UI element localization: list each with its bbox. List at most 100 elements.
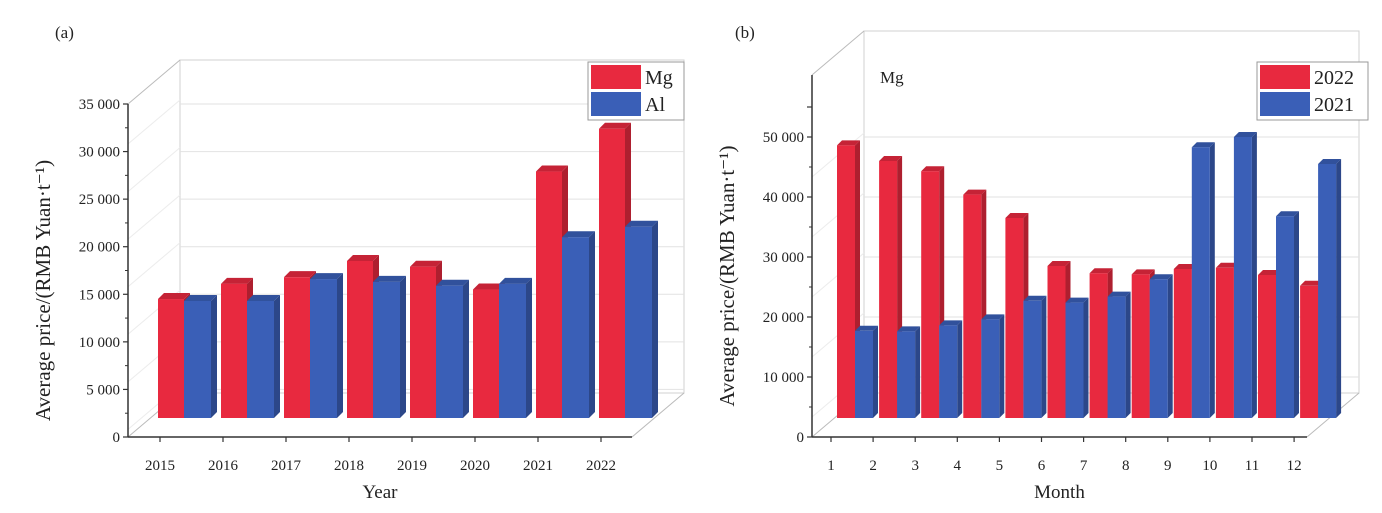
bar-front — [1005, 218, 1024, 418]
bar-2021-3 — [939, 320, 963, 418]
bar-front — [1107, 296, 1126, 418]
x-tick-label: 12 — [1287, 458, 1302, 474]
legend-swatch-2022 — [1260, 65, 1310, 89]
bar-al-2015 — [184, 294, 217, 418]
bar-al-2021 — [562, 231, 595, 418]
x-tick-label: 9 — [1164, 458, 1172, 474]
x-tick-label: 1 — [827, 458, 835, 474]
x-axis-title: Month — [1034, 482, 1085, 503]
x-tick-label: 2022 — [586, 458, 616, 474]
x-tick-label: 2021 — [523, 458, 553, 474]
bar-front — [1065, 302, 1084, 418]
bar-front — [158, 299, 184, 418]
bar-top — [1215, 262, 1239, 268]
bar-side — [999, 314, 1005, 418]
bar-front — [1173, 269, 1192, 418]
bar-al-2020 — [499, 277, 532, 418]
bar-top — [536, 165, 568, 172]
x-tick-label: 2020 — [460, 458, 490, 474]
y-tick-label: 25 000 — [79, 192, 120, 208]
x-tick-label: 2019 — [397, 458, 427, 474]
x-tick-label: 5 — [996, 458, 1004, 474]
bar-2021-1 — [855, 325, 878, 418]
y-axis-title: Average price/(RMB Yuan·t⁻¹) — [31, 160, 55, 421]
bar-front — [373, 281, 400, 418]
bar-front — [247, 300, 274, 418]
bar-front — [1276, 216, 1294, 418]
bar-side — [337, 273, 343, 418]
bar-top — [436, 279, 469, 286]
bar-side — [1041, 295, 1047, 418]
chart-panel-a: (a) 0 5 000 10 000 15 000 20 000 25 000 30 000 3… — [31, 23, 685, 503]
bar-front — [473, 289, 499, 418]
bar-side — [1251, 132, 1257, 418]
bar-side — [1083, 297, 1089, 418]
bar-side — [1294, 211, 1299, 418]
x-tick-label: 10 — [1202, 458, 1217, 474]
y-tick-label: 10 000 — [79, 335, 120, 351]
bar-front — [1047, 266, 1066, 418]
legend-label: Mg — [645, 67, 673, 89]
x-tick-label: 7 — [1080, 458, 1088, 474]
bar-front — [1023, 300, 1042, 418]
bar-front — [410, 266, 436, 418]
bar-front — [1191, 147, 1210, 418]
bar-al-2019 — [436, 279, 469, 418]
bar-top — [1065, 297, 1089, 303]
legend: 2022 2021 — [1256, 61, 1369, 121]
bar-top — [1047, 261, 1071, 266]
bar-top — [1318, 159, 1342, 164]
side-gridline — [127, 194, 181, 240]
bar-mg-2021 — [536, 165, 568, 418]
y-tick-label: 0 — [113, 430, 121, 446]
bar-front — [921, 171, 940, 418]
legend-label: 2022 — [1314, 67, 1354, 89]
bar-side — [1336, 159, 1342, 418]
x-tick-label: 2018 — [334, 458, 364, 474]
bar-top — [1023, 295, 1047, 301]
x-tick-label: 6 — [1038, 458, 1046, 474]
bar-2021-12 — [1318, 159, 1342, 418]
bar-side — [400, 275, 406, 418]
bar-top — [1191, 142, 1215, 148]
bar-front — [599, 128, 625, 419]
bar-front — [625, 226, 652, 418]
annotation-label: Mg — [880, 68, 904, 87]
bar-front — [1131, 274, 1150, 418]
bar-al-2016 — [247, 294, 280, 418]
panel-label: (b) — [735, 23, 755, 42]
x-tick-label: 2016 — [208, 458, 239, 474]
bar-front — [536, 171, 562, 418]
bar-top — [1173, 264, 1197, 269]
bar-front — [981, 319, 1000, 418]
bar-front — [184, 300, 211, 418]
y-tick-label: 40 000 — [763, 190, 804, 206]
bar-front — [963, 194, 982, 418]
bar-top — [499, 277, 532, 284]
y-tick-label: 35 000 — [79, 97, 120, 113]
bar-2021-7 — [1107, 291, 1131, 418]
bar-top — [562, 231, 595, 238]
bar-top — [247, 294, 280, 301]
bar-side — [211, 294, 217, 418]
bar-front — [347, 260, 373, 418]
bar-top — [410, 260, 442, 267]
bar-top — [373, 275, 406, 282]
bar-2021-5 — [1023, 295, 1047, 418]
bar-front — [837, 145, 855, 418]
x-tick-label: 2 — [869, 458, 877, 474]
bar-top — [837, 140, 860, 146]
y-tick-label: 5 000 — [86, 382, 120, 398]
legend-label: Al — [645, 94, 665, 116]
bar-front — [855, 330, 873, 418]
y-tick-label: 10 000 — [763, 370, 804, 386]
x-tick-label: 2015 — [145, 458, 175, 474]
bar-front — [1215, 267, 1234, 418]
bar-top — [473, 283, 505, 290]
legend-swatch-al — [591, 92, 641, 116]
bar-top — [1089, 268, 1113, 274]
bar-side — [1209, 142, 1215, 418]
bar-side — [1125, 291, 1131, 418]
legend-label: 2021 — [1314, 94, 1354, 116]
bar-front — [879, 161, 898, 418]
